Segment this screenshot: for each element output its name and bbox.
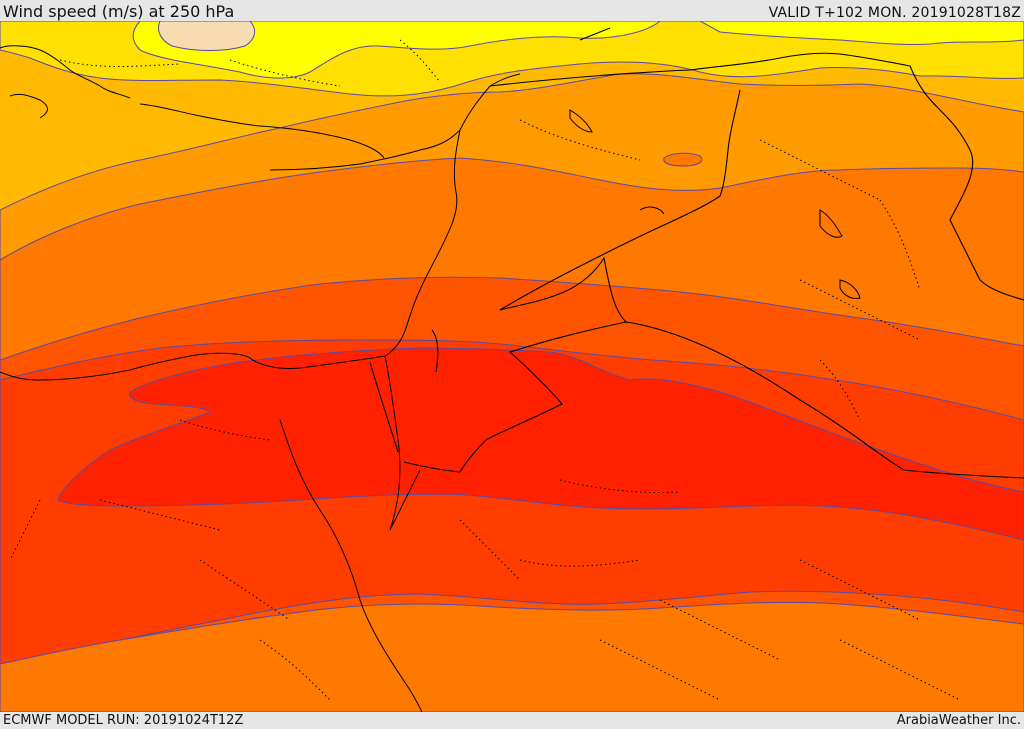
footer-bar: ECMWF MODEL RUN: 20191024T12Z ArabiaWeat…: [0, 712, 1024, 729]
model-run: ECMWF MODEL RUN: 20191024T12Z: [3, 713, 244, 728]
wind-speed-map[interactable]: [0, 21, 1024, 712]
header-bar: Wind speed (m/s) at 250 hPa VALID T+102 …: [0, 0, 1024, 21]
map-canvas: [0, 21, 1024, 712]
credit-label: ArabiaWeather Inc.: [896, 713, 1021, 728]
band-orange-small: [663, 152, 703, 167]
coastlines: [0, 45, 521, 712]
band-gold-east: [699, 21, 1024, 46]
regional-borders: [9, 39, 961, 701]
band-pale: [158, 21, 256, 51]
valid-time: VALID T+102 MON. 20191028T18Z: [768, 5, 1021, 21]
band-bright-yellow: [132, 21, 661, 79]
map-title: Wind speed (m/s) at 250 hPa: [3, 2, 235, 21]
band-red: [57, 347, 1024, 541]
lakes: [569, 27, 861, 299]
national-borders: [369, 52, 1024, 479]
band-orange-south: [0, 601, 1024, 712]
